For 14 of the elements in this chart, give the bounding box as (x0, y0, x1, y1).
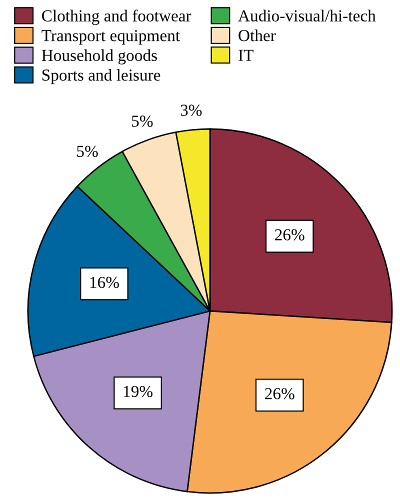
legend-label: IT (238, 50, 254, 61)
data-label: 16% (90, 276, 119, 288)
legend-label: Clothing and footwear (42, 10, 192, 25)
data-label: 26% (275, 229, 304, 240)
legend-label: Household goods (42, 49, 157, 64)
legend-label: Sports and leisure (42, 69, 160, 84)
data-label: 5% (132, 116, 153, 127)
legend-label: Audio-visual/hi-tech (238, 10, 376, 22)
legend-label: Other (238, 29, 276, 42)
data-label: 19% (124, 386, 152, 398)
legend-label: Transport equipment (42, 30, 180, 45)
data-label: 3% (180, 104, 202, 116)
data-label: 5% (77, 146, 98, 158)
data-label: 26% (265, 388, 294, 400)
